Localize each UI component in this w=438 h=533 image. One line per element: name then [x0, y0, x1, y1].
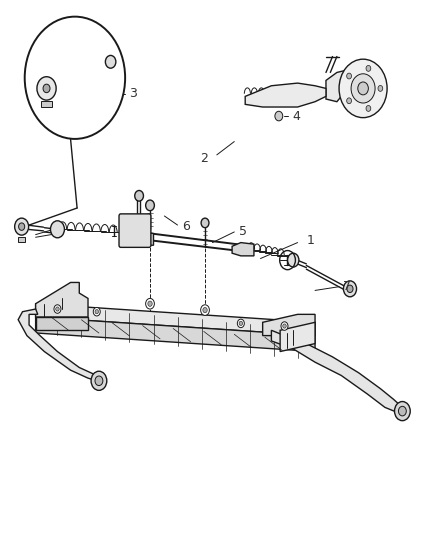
- Polygon shape: [18, 309, 97, 381]
- Polygon shape: [245, 83, 326, 107]
- Circle shape: [203, 308, 207, 313]
- Circle shape: [275, 111, 283, 121]
- Circle shape: [239, 321, 243, 326]
- Circle shape: [366, 106, 371, 111]
- Text: 2: 2: [200, 152, 208, 165]
- Circle shape: [281, 322, 288, 330]
- Circle shape: [95, 310, 99, 314]
- Polygon shape: [35, 317, 88, 330]
- Circle shape: [54, 305, 61, 313]
- Circle shape: [347, 285, 353, 293]
- FancyBboxPatch shape: [119, 214, 151, 247]
- Polygon shape: [326, 70, 348, 102]
- Circle shape: [25, 17, 125, 139]
- Circle shape: [18, 223, 25, 230]
- Circle shape: [351, 74, 375, 103]
- Text: 3: 3: [130, 87, 138, 100]
- Circle shape: [43, 84, 50, 93]
- Polygon shape: [263, 314, 315, 336]
- Circle shape: [135, 190, 144, 201]
- Polygon shape: [280, 322, 315, 352]
- Circle shape: [288, 253, 299, 267]
- Polygon shape: [18, 237, 25, 242]
- Circle shape: [399, 406, 406, 416]
- Polygon shape: [41, 101, 52, 107]
- Polygon shape: [35, 282, 88, 317]
- Circle shape: [146, 298, 154, 309]
- Polygon shape: [272, 330, 403, 413]
- Circle shape: [395, 401, 410, 421]
- Polygon shape: [35, 317, 315, 352]
- Text: 1: 1: [306, 235, 314, 247]
- Circle shape: [378, 85, 383, 91]
- Circle shape: [95, 376, 103, 385]
- Circle shape: [283, 324, 286, 328]
- Circle shape: [339, 59, 387, 118]
- Circle shape: [56, 307, 59, 311]
- Polygon shape: [232, 243, 254, 256]
- Text: 4: 4: [292, 110, 300, 123]
- Circle shape: [347, 98, 352, 104]
- Circle shape: [146, 200, 154, 211]
- Circle shape: [93, 308, 100, 316]
- Circle shape: [347, 73, 352, 79]
- Circle shape: [14, 218, 28, 235]
- Circle shape: [148, 301, 152, 306]
- Text: 7: 7: [343, 280, 351, 293]
- Text: 5: 5: [239, 225, 247, 238]
- Polygon shape: [35, 304, 315, 336]
- Circle shape: [237, 319, 244, 328]
- Circle shape: [91, 371, 107, 390]
- Circle shape: [106, 55, 116, 68]
- Circle shape: [343, 281, 357, 297]
- Circle shape: [37, 77, 56, 100]
- Circle shape: [50, 221, 64, 238]
- Circle shape: [201, 305, 209, 316]
- Polygon shape: [132, 232, 153, 245]
- Circle shape: [201, 218, 209, 228]
- Circle shape: [358, 82, 368, 95]
- Text: 6: 6: [182, 220, 190, 233]
- Circle shape: [366, 66, 371, 71]
